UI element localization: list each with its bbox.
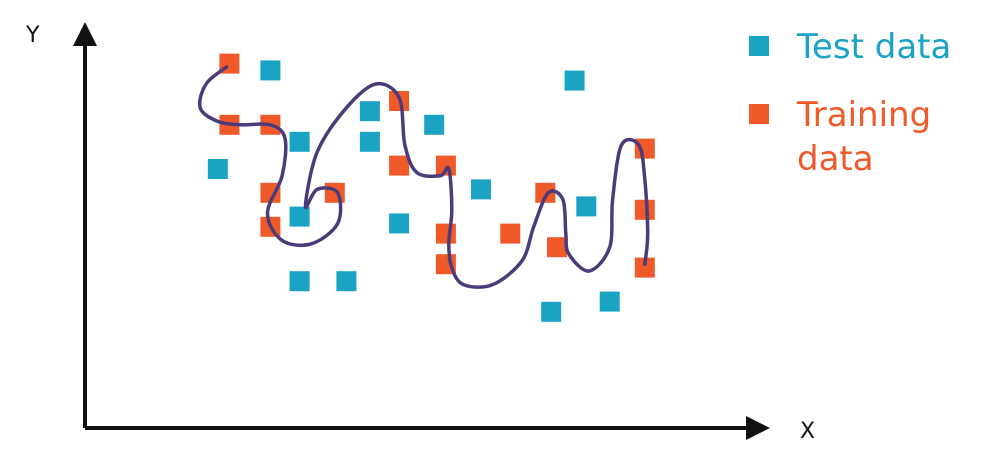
y-axis-arrowhead <box>73 22 97 46</box>
legend-label-test-data: Test data <box>796 27 951 67</box>
test-data-point-5 <box>289 271 310 292</box>
test-data-point-4 <box>289 206 310 227</box>
training-data-point-8 <box>389 155 410 176</box>
data-points <box>207 53 655 322</box>
test-data-point-9 <box>389 213 410 234</box>
training-data-point-10 <box>435 223 456 244</box>
x-axis-label: X <box>800 419 815 444</box>
test-data-point-12 <box>541 301 562 322</box>
legend-swatch-training-data <box>749 104 769 124</box>
training-data-point-14 <box>547 237 567 258</box>
test-data-point-6 <box>336 271 357 292</box>
test-data-point-14 <box>576 196 597 217</box>
test-data-point-7 <box>359 101 380 122</box>
test-data-point-3 <box>289 131 310 152</box>
training-data-point-13 <box>535 182 556 203</box>
test-data-point-1 <box>207 159 228 179</box>
training-data-point-17 <box>634 257 655 278</box>
training-data-point-12 <box>500 223 521 244</box>
training-data-point-6 <box>324 182 345 203</box>
test-data-point-11 <box>471 179 491 200</box>
test-data-point-13 <box>564 70 585 91</box>
legend-swatch-test-data <box>749 36 769 56</box>
x-axis-arrowhead <box>746 416 770 440</box>
legend-label-training-data: Training data <box>796 95 942 179</box>
test-data-series <box>207 60 620 322</box>
y-axis-label: Y <box>25 23 40 48</box>
test-data-point-2 <box>260 60 281 81</box>
test-data-point-10 <box>424 114 445 135</box>
fitted-curve <box>197 65 650 289</box>
legend: Test data Training data <box>749 27 951 179</box>
training-data-point-16 <box>634 199 655 220</box>
test-data-point-8 <box>359 131 380 152</box>
test-data-point-15 <box>599 291 620 312</box>
training-data-point-4 <box>260 182 281 203</box>
